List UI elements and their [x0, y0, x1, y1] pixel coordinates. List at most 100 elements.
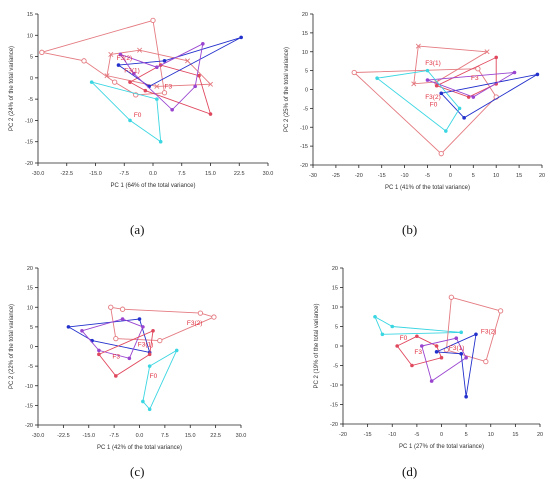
p1-series-5-line	[376, 70, 461, 132]
p1-series-4-point	[425, 78, 430, 82]
p3-series-0-point	[459, 330, 464, 335]
p0-series-5-point	[128, 118, 132, 123]
p1-series-5-point	[375, 76, 379, 80]
p2-series-1-point	[66, 325, 71, 329]
p2-series-3-point	[114, 374, 118, 378]
p3-series-3-point	[464, 355, 468, 360]
p0-series-2-point	[197, 73, 201, 78]
p1-annotation: F0	[430, 101, 438, 108]
p3-annotation: F3	[414, 349, 422, 356]
p0-series-2-point	[128, 80, 132, 84]
p0-annotation: F3	[165, 84, 173, 91]
p1-series-0-point	[484, 49, 490, 55]
p0-series-2-point	[208, 112, 213, 116]
panel-label-a: (a)	[130, 222, 145, 237]
p3-series-1-point	[483, 358, 489, 365]
p2-x-tick-label: 7.5	[161, 433, 169, 439]
p2-y-tick-label: 10	[27, 305, 33, 311]
p3-series-1-point	[497, 308, 504, 314]
p0-x-tick-label: 22.5	[234, 171, 245, 177]
p3-series-0-point	[380, 332, 385, 337]
p0-series-4-point	[118, 52, 123, 57]
p1-annotation: F3	[471, 75, 479, 82]
p2-y-tick-label: -20	[25, 423, 33, 429]
p3-y-tick-label: 0	[335, 344, 338, 350]
p0-series-3-point	[162, 59, 167, 63]
p0-series-5-line	[91, 81, 162, 143]
p3-x-tick-label: -15	[364, 432, 372, 438]
p3-y-tick-label: 15	[332, 286, 338, 292]
p1-x-tick-label: -15	[378, 173, 386, 179]
p0-series-1-point	[104, 73, 110, 79]
p3-series-2-point	[415, 334, 419, 339]
p1-y-tick-label: -10	[300, 125, 308, 131]
p1-x-tick-label: -25	[332, 173, 340, 179]
p0-series-4-point	[193, 84, 197, 89]
p0-series-1-point	[207, 81, 214, 87]
p3-x-tick-label: 0	[440, 432, 443, 438]
p1-series-5-point	[425, 68, 430, 73]
p2-series-1-point	[137, 317, 142, 321]
p1-x-tick-label: 20	[539, 173, 545, 179]
p3-x-tick-label: 15	[512, 432, 518, 438]
p3-y-tick-label: -10	[330, 383, 338, 389]
p3-y-tick-label: 5	[335, 325, 338, 331]
p1-series-0-point	[411, 81, 417, 87]
p0-y-tick-label: 10	[27, 33, 33, 39]
p2-x-tick-label: -22.5	[57, 433, 70, 439]
p1-y-tick-label: -20	[300, 163, 308, 169]
p1-series-1-point	[351, 69, 357, 76]
p2-x-tick-label: 22.5	[210, 433, 221, 439]
p0-y-axis-title: PC 2 (24% of the total variance)	[9, 46, 15, 131]
p2-x-tick-label: -30.0	[32, 433, 45, 439]
p2-x-tick-label: 0.0	[136, 433, 144, 439]
p0-y-tick-label: -15	[25, 140, 33, 146]
p0-annotation: F3(1)	[124, 68, 140, 75]
p1-y-tick-label: 10	[302, 50, 308, 56]
p0-series-5-point	[155, 97, 159, 101]
p1-series-4-point	[471, 95, 476, 99]
panel-label-b: (b)	[402, 222, 418, 237]
p2-series-0-point	[119, 306, 126, 312]
p3-annotation: F3(2)	[481, 329, 497, 336]
p2-y-tick-label: -5	[28, 364, 33, 370]
p3-x-tick-label: -5	[414, 432, 419, 438]
p0-y-tick-label: -5	[28, 97, 33, 103]
p3-x-axis-title: PC 1 (27% of the total variance)	[399, 444, 484, 450]
p1-y-tick-label: -5	[303, 106, 308, 112]
p0-series-1-point	[108, 51, 114, 57]
panel-label-d: (d)	[402, 464, 418, 479]
p2-y-tick-label: 20	[27, 266, 33, 272]
p0-series-5-point	[89, 80, 94, 84]
p2-y-tick-label: 0	[30, 345, 33, 351]
p0-series-3-line	[118, 36, 242, 87]
p0-x-tick-label: -22.5	[60, 171, 73, 177]
p1-x-tick-label: -30	[309, 173, 317, 179]
p2-series-3-point	[151, 329, 155, 333]
p1-series-3-point	[462, 116, 466, 120]
p3-annotation: F0	[400, 335, 408, 342]
p3-y-tick-label: -20	[330, 422, 338, 428]
p2-series-4-point	[147, 407, 152, 412]
p0-series-3-point	[116, 63, 121, 67]
p3-annotation: F3(1)	[449, 345, 465, 352]
p0-y-tick-label: -10	[25, 118, 33, 124]
p0-series-4-point	[155, 65, 159, 70]
p1-series-2-line	[436, 56, 497, 98]
p0-series-0-point	[112, 79, 118, 85]
p0-series-1-point	[184, 58, 191, 64]
p2-series-0-point	[211, 314, 217, 320]
p0-x-axis-title: PC 1 (64% of the total variance)	[110, 183, 195, 189]
p0-y-tick-label: 5	[30, 55, 33, 61]
p2-x-tick-label: 15.0	[185, 433, 196, 439]
p0-series-5-point	[158, 139, 163, 144]
p1-series-2-point	[494, 55, 499, 60]
p1-y-axis-title: PC 2 (25% of the total variance)	[284, 47, 290, 132]
p2-x-tick-label: -7.5	[109, 433, 118, 439]
p1-series-4-line	[427, 72, 515, 98]
p1-y-tick-label: -15	[300, 144, 308, 150]
p1-x-tick-label: -10	[401, 173, 409, 179]
p3-x-tick-label: -20	[339, 432, 347, 438]
p1-annotation: F3(1)	[425, 60, 441, 67]
p2-series-3-point	[97, 352, 101, 357]
